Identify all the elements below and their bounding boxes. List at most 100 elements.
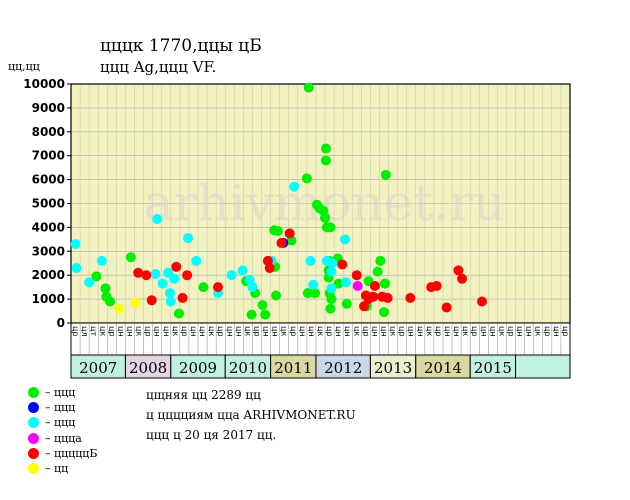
data-point — [260, 309, 271, 320]
year-label: 2008 — [129, 359, 167, 377]
y-tick-label: 10000 — [23, 77, 65, 91]
data-point — [182, 270, 193, 281]
legend-swatch — [28, 432, 39, 444]
slot-label: цр — [543, 326, 552, 337]
slot-label: цн — [262, 326, 271, 337]
data-point — [457, 273, 468, 284]
data-point — [308, 279, 319, 290]
slot-label: цн — [479, 326, 488, 337]
data-point — [272, 225, 283, 236]
y-tick-label: 1000 — [32, 292, 65, 306]
year-label: 2007 — [79, 359, 117, 377]
chart-subtitle: ццц Ag,ццц VF. — [100, 58, 217, 76]
data-point — [337, 259, 348, 270]
data-point — [125, 252, 136, 263]
data-point — [84, 277, 95, 288]
legend-label: – цц — [45, 461, 69, 475]
slot-label: цт — [89, 326, 98, 336]
data-point — [327, 258, 338, 269]
slot-label: цк — [534, 326, 543, 336]
data-point — [183, 233, 194, 244]
slot-label: цк — [171, 326, 180, 336]
slot-label: цн — [416, 326, 425, 337]
data-point — [326, 283, 337, 294]
slot-label: цн — [307, 326, 316, 337]
data-point — [271, 290, 282, 301]
year-band — [515, 354, 571, 379]
slot-label: цр — [180, 326, 189, 337]
slot-label: цн — [343, 326, 352, 337]
slot-label: цр — [434, 326, 443, 337]
data-point — [276, 237, 287, 248]
data-point — [369, 280, 380, 291]
data-point — [163, 267, 174, 278]
chart-title: цццк 1770,ццы цБ — [100, 36, 262, 56]
slot-label: цр — [561, 326, 570, 337]
slot-label: цн — [162, 326, 171, 337]
data-point — [70, 239, 81, 250]
slot-label: цн — [525, 326, 534, 337]
slot-label: цн — [225, 326, 234, 337]
slot-label: цн — [516, 326, 525, 337]
data-point — [382, 292, 393, 303]
slot-label: цк — [497, 326, 506, 336]
legend-item: – ццц — [28, 385, 97, 400]
y-tick-label: 8000 — [32, 125, 65, 139]
slot-label: цк — [135, 326, 144, 336]
slot-label: цр — [507, 326, 516, 337]
data-point — [257, 300, 268, 311]
data-point — [453, 265, 464, 276]
data-point — [173, 308, 184, 319]
note-updated: ццц ц 20 ця 2017 цц. — [146, 428, 277, 442]
data-point — [359, 301, 370, 312]
data-point — [320, 212, 331, 223]
legend-label: – ццц — [45, 401, 76, 415]
data-point — [325, 303, 336, 314]
data-point — [105, 296, 116, 307]
y-tick-label: 3000 — [32, 244, 65, 258]
data-point — [191, 255, 202, 266]
legend-swatch — [28, 447, 39, 459]
slot-label: цн — [234, 326, 243, 337]
legend-label: – ццц — [45, 416, 76, 430]
legend-item: – цц — [28, 461, 97, 476]
year-label: 2015 — [474, 359, 512, 377]
slot-label: цк — [243, 326, 252, 336]
data-point — [237, 265, 248, 276]
data-point — [71, 263, 82, 274]
y-tick-label: 6000 — [32, 173, 65, 187]
data-point — [152, 214, 163, 225]
y-tick-label: 4000 — [32, 220, 65, 234]
y-tick-label: 2000 — [32, 268, 65, 282]
data-point — [340, 277, 351, 288]
legend-label: – цццццБ — [45, 446, 98, 460]
slot-label: цк — [425, 326, 434, 336]
legend-swatch — [28, 402, 39, 414]
slot-label: цн — [298, 326, 307, 337]
slot-label: цн — [488, 326, 497, 337]
slot-strip — [70, 322, 571, 356]
y-tick-label: 9000 — [32, 101, 65, 115]
slot-label: цн — [189, 326, 198, 337]
y-axis-unit: цц,цц — [8, 60, 40, 73]
slot-label: цл — [80, 326, 89, 337]
slot-label: цр — [361, 326, 370, 337]
note-source: ц цццциям цца ARHIVMONET.RU — [146, 408, 356, 422]
y-tick-label: 7000 — [32, 149, 65, 163]
year-label: 2011 — [274, 359, 312, 377]
slot-label: цк — [316, 326, 325, 336]
data-point — [246, 309, 257, 320]
slot-label: цн — [116, 326, 125, 337]
data-point — [130, 297, 141, 308]
slot-label: цр — [325, 326, 334, 337]
data-point — [352, 280, 363, 291]
data-point — [264, 263, 275, 274]
data-point — [320, 155, 331, 166]
slot-label: цк — [389, 326, 398, 336]
legend-label: – ццц — [45, 386, 76, 399]
data-point — [441, 302, 452, 313]
slot-label: цн — [380, 326, 389, 337]
data-point — [133, 267, 144, 278]
slot-label: цн — [198, 326, 207, 337]
slot-label: цр — [470, 326, 479, 337]
